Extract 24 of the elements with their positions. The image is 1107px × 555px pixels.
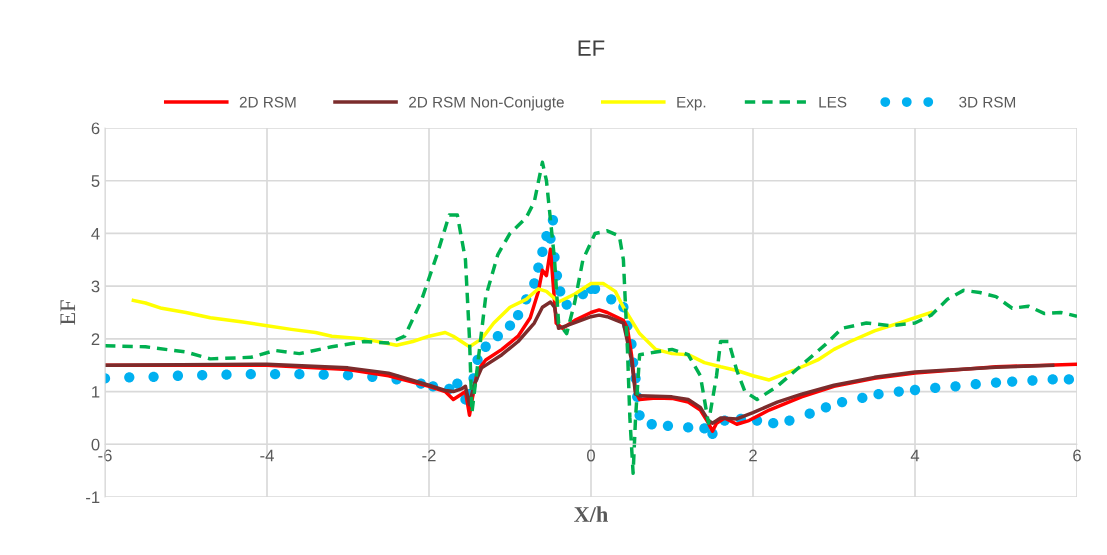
x-tick-label: 4: [910, 449, 920, 462]
legend-label: 2D RSM: [239, 96, 296, 108]
x-tick-label: -6: [98, 449, 112, 462]
y-axis-title: EF: [60, 300, 76, 325]
x-tick-label: -4: [260, 449, 274, 462]
y-tick-label: 0: [91, 438, 100, 451]
x-tick-label: 6: [1073, 449, 1081, 462]
legend-label: 3D RSM: [959, 96, 1016, 108]
y-tick-label: 3: [91, 280, 100, 293]
y-tick-label: 1: [92, 386, 100, 398]
chart-title: EF: [578, 40, 605, 56]
legend-label: 2D RSM Non-Conjugte: [409, 96, 564, 111]
legend-label: Exp.: [677, 96, 706, 111]
legend-label: LES: [819, 96, 847, 108]
x-axis-title: X/h: [574, 506, 608, 522]
line-series: [105, 300, 1055, 425]
y-tick-label: 2: [91, 333, 100, 345]
y-tick-label: 4: [91, 228, 100, 240]
y-tick-label: -1: [86, 491, 100, 504]
x-tick-label: 0: [587, 449, 595, 462]
x-tick-label: -2: [422, 449, 436, 462]
y-tick-label: 5: [91, 175, 100, 187]
x-tick-label: 2: [749, 449, 757, 462]
y-tick-label: 6: [91, 122, 100, 135]
